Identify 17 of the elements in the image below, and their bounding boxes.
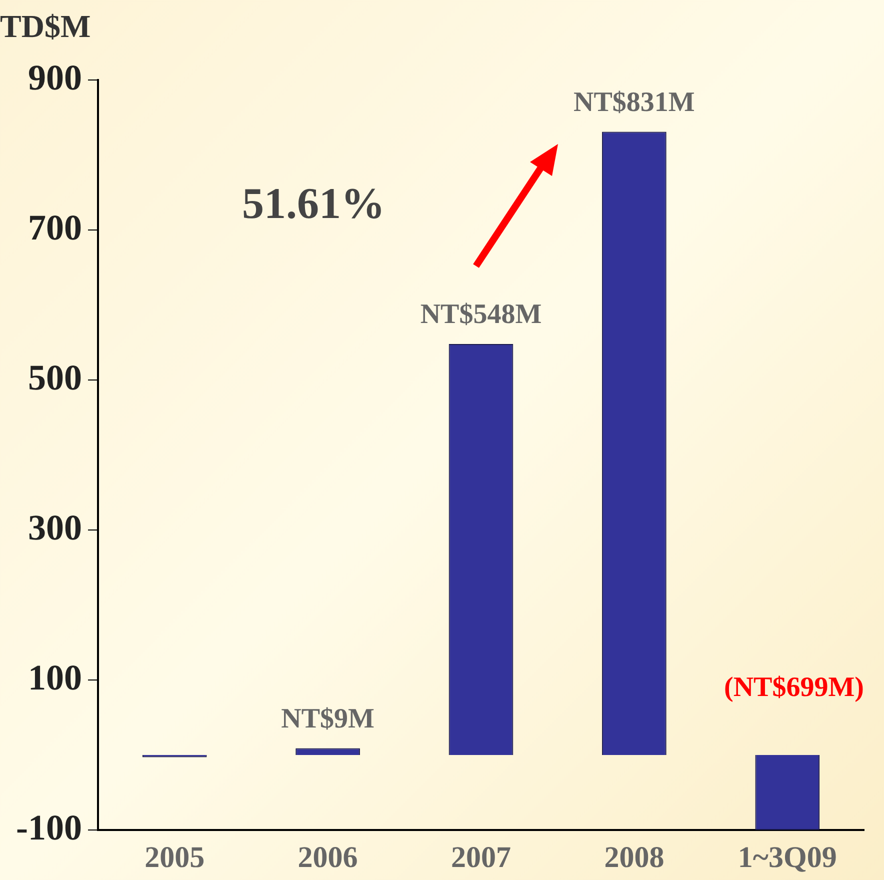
annotation: 51.61%: [242, 178, 385, 229]
x-tick-label: 1~3Q09: [738, 840, 837, 874]
data-label: NT$548M: [420, 299, 542, 330]
y-tick-label: 500: [28, 357, 82, 398]
data-label: NT$9M: [281, 703, 374, 734]
x-tick-label: 2008: [604, 840, 664, 874]
data-label: (NT$699M): [724, 672, 864, 704]
x-tick-label: 2005: [144, 840, 205, 874]
x-tick-label: 2006: [298, 840, 358, 874]
y-tick-label: 900: [28, 57, 82, 98]
data-label: NT$831M: [574, 86, 695, 118]
y-tick-label: 300: [28, 507, 82, 548]
y-tick-label: 100: [28, 657, 82, 698]
y-axis-title: TD$M: [0, 8, 91, 45]
x-tick-label: 2007: [450, 840, 511, 874]
y-tick-label: 700: [28, 207, 82, 248]
y-tick-label: -100: [16, 807, 82, 848]
